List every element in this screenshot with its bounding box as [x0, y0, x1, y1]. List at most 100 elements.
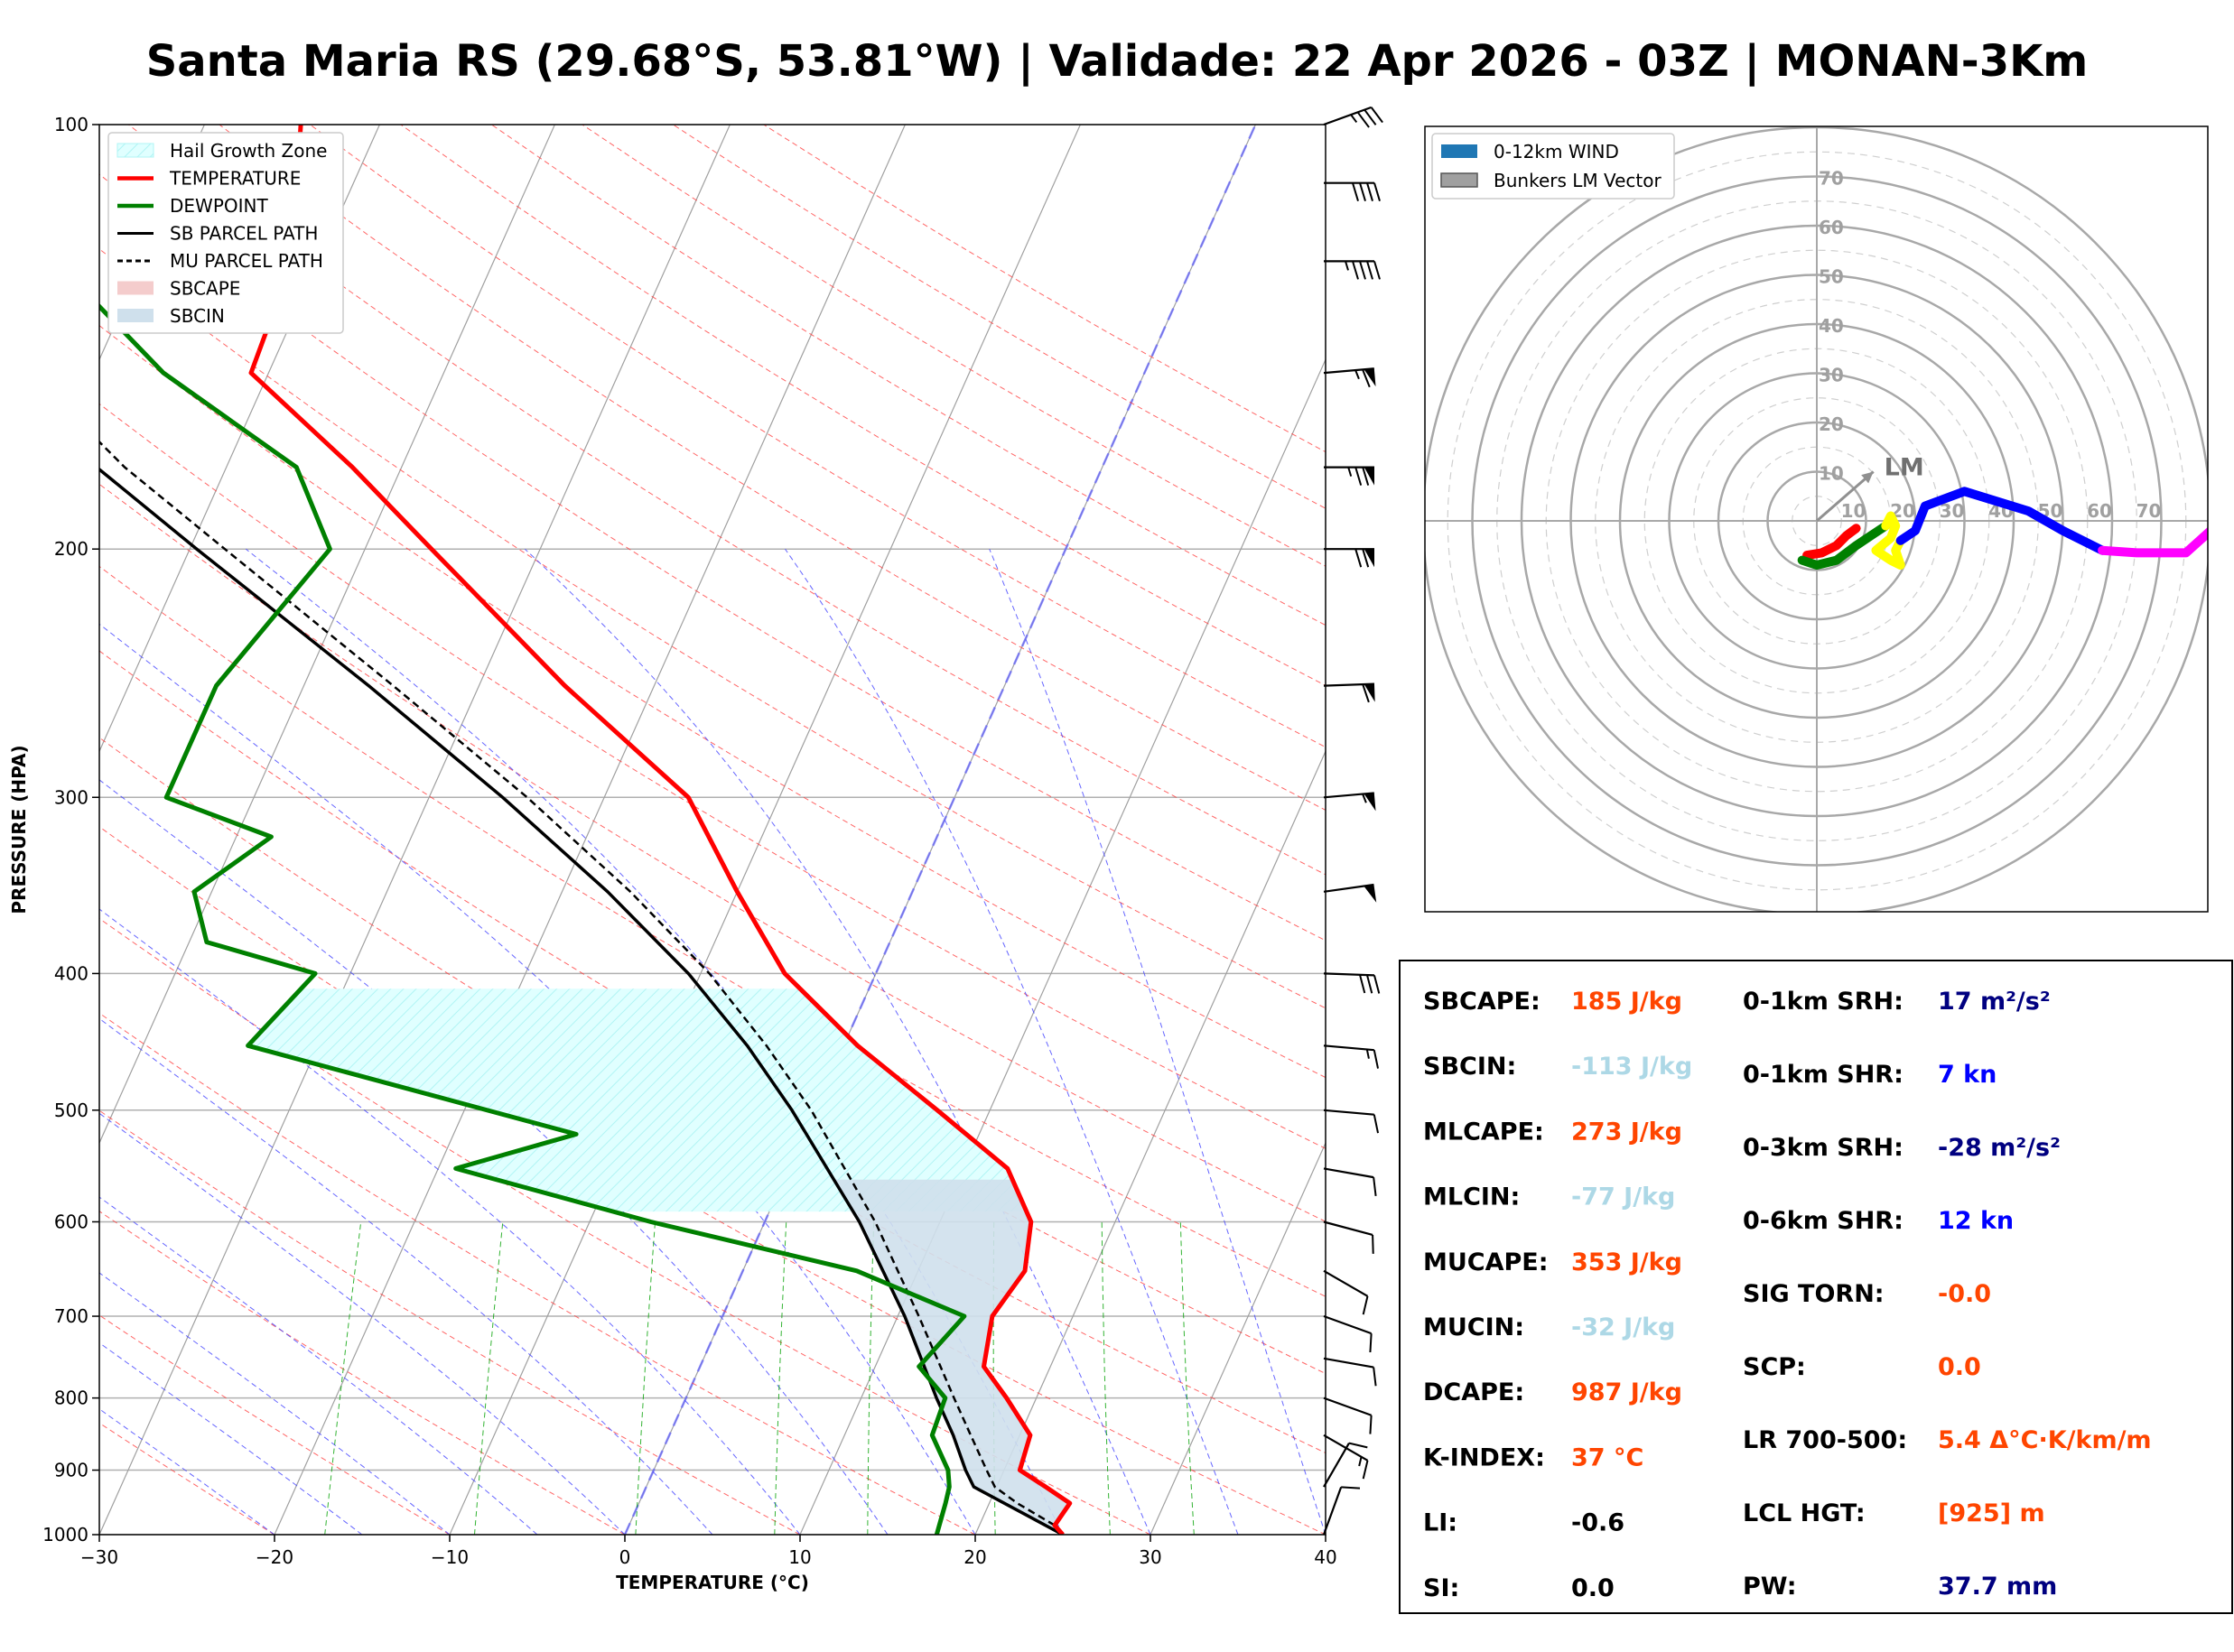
barb-flag: [1366, 974, 1373, 994]
moist-adiabat: [99, 1112, 626, 1535]
dewpoint-line: [99, 302, 967, 1535]
legend-entry: SBCIN: [117, 305, 225, 327]
barb-flag: [1352, 261, 1359, 280]
isotherm-line: [99, 125, 731, 1535]
dry-adiabat: [99, 650, 1326, 1375]
y-axis-label: PRESSURE (HPA): [8, 745, 30, 914]
moist-adiabat: [99, 1408, 275, 1535]
index-value-lclhgt: [925] m: [1938, 1499, 2045, 1527]
legend-label: SBCAPE: [170, 278, 240, 300]
barb-flag: [1359, 182, 1366, 201]
isotherm-line: [449, 125, 1081, 1535]
x-tick-label: 20: [963, 1546, 986, 1568]
barb-flag: [1359, 974, 1366, 994]
index-label-lr700500: LR 700-500:: [1743, 1426, 1907, 1454]
skew-t-legend: Hail Growth Zone TEMPERATURE DEWPOINT SB PA…: [107, 132, 344, 334]
barb-shaft: [1322, 1487, 1343, 1536]
x-tick-label: −20: [256, 1546, 293, 1568]
barb-flag: [1373, 1367, 1377, 1387]
x-axis-label: TEMPERATURE (°C): [616, 1572, 809, 1593]
index-label-dcape: DCAPE:: [1423, 1378, 1524, 1406]
barb-shaft: [1323, 682, 1375, 687]
wind-barb: [1323, 1397, 1373, 1434]
index-label-sbcape: SBCAPE:: [1423, 988, 1541, 1016]
isotherm-line: [1150, 1141, 1326, 1535]
barb-shaft: [1323, 1167, 1374, 1179]
legend-entry: SBCAPE: [117, 278, 240, 300]
index-value-mucin: -32 J/kg: [1571, 1313, 1675, 1341]
wind-barb: [1323, 792, 1376, 812]
mixing-ratio-line: [1179, 1221, 1195, 1535]
barb-shaft: [1323, 1109, 1374, 1116]
y-tick-label: 1000: [42, 1524, 88, 1545]
isotherm-line: [799, 357, 1326, 1535]
x-tick-label: −30: [80, 1546, 118, 1568]
legend-entry: TEMPERATURE: [117, 168, 301, 190]
wind-barb: [1323, 1269, 1369, 1315]
barb-flag: [1373, 1177, 1377, 1196]
barb-flag: [1366, 261, 1373, 280]
wind-barb: [1323, 1357, 1377, 1387]
barb-flag: [1352, 182, 1359, 201]
dry-adiabat: [99, 1422, 275, 1535]
indices-panel: SBCAPE: 185 J/kg SBCIN: -113 J/kg MLCAPE: 273…: [1399, 960, 2233, 1614]
dry-adiabat: [99, 325, 1326, 1079]
legend-label: Bunkers LM Vector: [1494, 170, 1662, 191]
index-value-li: -0.6: [1571, 1509, 1624, 1537]
legend-swatch: [1441, 144, 1477, 158]
page-title: Santa Maria RS (29.68°S, 53.81°W) | Vali…: [145, 36, 2089, 87]
index-value-sbcin: -113 J/kg: [1571, 1053, 1692, 1081]
isotherm-line: [99, 125, 555, 1145]
hodo-ring-label-x: 70: [2136, 500, 2162, 522]
legend-entry: Bunkers LM Vector: [1440, 170, 1662, 191]
barb-half-flag: [1362, 794, 1367, 803]
barb-flag: [1373, 182, 1381, 201]
legend-label: SBCIN: [170, 305, 225, 327]
index-value-si: 0.0: [1571, 1574, 1615, 1602]
barb-half-flag: [1345, 261, 1349, 271]
barb-flag: [1362, 1460, 1369, 1480]
barb-flag: [1356, 111, 1370, 128]
hodo-segment-1-3km: [1797, 521, 1891, 570]
index-label-pw: PW:: [1743, 1573, 1797, 1601]
lm-vector-head: [1861, 471, 1874, 484]
mu-parcel-line: [99, 440, 1056, 1527]
wind-barb: [1323, 367, 1376, 388]
y-tick-label: 300: [54, 786, 88, 808]
legend-box: [107, 132, 344, 334]
hodo-ring-label-y: 40: [1819, 315, 1844, 337]
barb-flag: [1354, 548, 1363, 568]
barb-pennant: [1364, 793, 1376, 812]
wind-barb: [1323, 883, 1377, 903]
legend-entry: 0-12km WIND: [1441, 141, 1619, 162]
index-value-sigtorn: -0.0: [1938, 1280, 1991, 1308]
moist-adiabat: [99, 623, 976, 1535]
dry-adiabat: [99, 1012, 976, 1535]
legend-swatch: [117, 309, 154, 322]
moist-adiabat: [99, 779, 889, 1535]
index-label-mlcin: MLCIN:: [1423, 1183, 1520, 1211]
index-label-mlcape: MLCAPE:: [1423, 1118, 1544, 1146]
index-value-pw: 37.7 mm: [1938, 1573, 2057, 1601]
index-value-06kmshr: 12 kn: [1938, 1207, 2014, 1235]
sbcin-area: [833, 1179, 1069, 1535]
x-tick-label: 0: [619, 1546, 631, 1568]
index-label-06kmshr: 0-6km SHR:: [1743, 1207, 1904, 1235]
hodo-segment-0-1km: [1802, 524, 1861, 561]
barb-flag: [1369, 1333, 1373, 1353]
hodo-ring-label-y: 60: [1819, 217, 1844, 238]
hodo-ring-label-y: 50: [1819, 266, 1844, 288]
wind-barb: [1324, 260, 1381, 280]
hodograph-legend: 0-12km WIND Bunkers LM Vector: [1431, 133, 1675, 200]
skew-t-plot-area: [99, 125, 1326, 1535]
dry-adiabat: [99, 173, 1326, 942]
barb-shaft: [1323, 1443, 1350, 1488]
isotherm-line: [274, 125, 906, 1535]
wind-barb: [1323, 1220, 1374, 1254]
barb-flag: [1369, 1415, 1373, 1434]
barb-half-flag: [1347, 467, 1353, 477]
mixing-ratio-line: [474, 1221, 504, 1535]
barb-shaft: [1323, 1269, 1369, 1297]
wind-barb: [1324, 181, 1381, 201]
